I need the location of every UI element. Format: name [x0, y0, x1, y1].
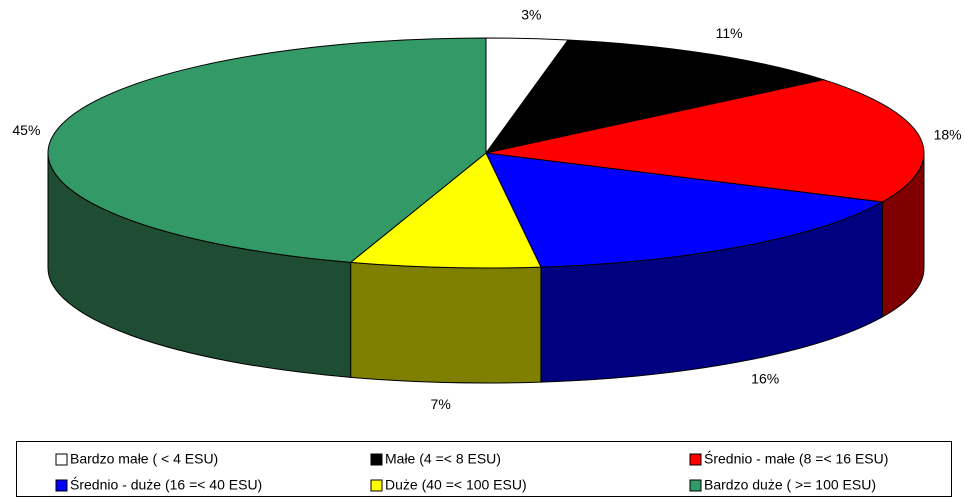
slice-side — [350, 261, 542, 384]
legend-swatch — [370, 453, 383, 466]
slice — [484, 39, 826, 154]
legend-label: Bardzo małe ( < 4 ESU) — [70, 451, 218, 467]
slice — [349, 152, 542, 269]
legend-label: Bardzo duże ( >= 100 ESU) — [704, 477, 876, 493]
data-label: 16% — [751, 370, 779, 386]
legend-swatch — [689, 453, 702, 466]
data-label: 3% — [521, 6, 541, 22]
data-label: 45% — [12, 122, 40, 138]
legend-swatch — [689, 479, 702, 492]
legend-swatch — [55, 479, 68, 492]
data-label: 11% — [716, 25, 743, 41]
legend-label: Małe (4 =< 8 ESU) — [385, 451, 501, 467]
data-label: 7% — [431, 396, 451, 412]
legend-swatch — [370, 479, 383, 492]
legend-swatch — [55, 453, 68, 466]
slice — [47, 37, 487, 263]
legend-label: Średnio - małe (8 =< 16 ESU) — [704, 450, 888, 467]
slice — [485, 152, 884, 268]
slice — [485, 79, 925, 203]
legend-label: Średnio - duże (16 =< 40 ESU) — [70, 476, 262, 493]
legend-label: Duże (40 =< 100 ESU) — [385, 477, 527, 493]
data-label: 18% — [934, 126, 962, 142]
